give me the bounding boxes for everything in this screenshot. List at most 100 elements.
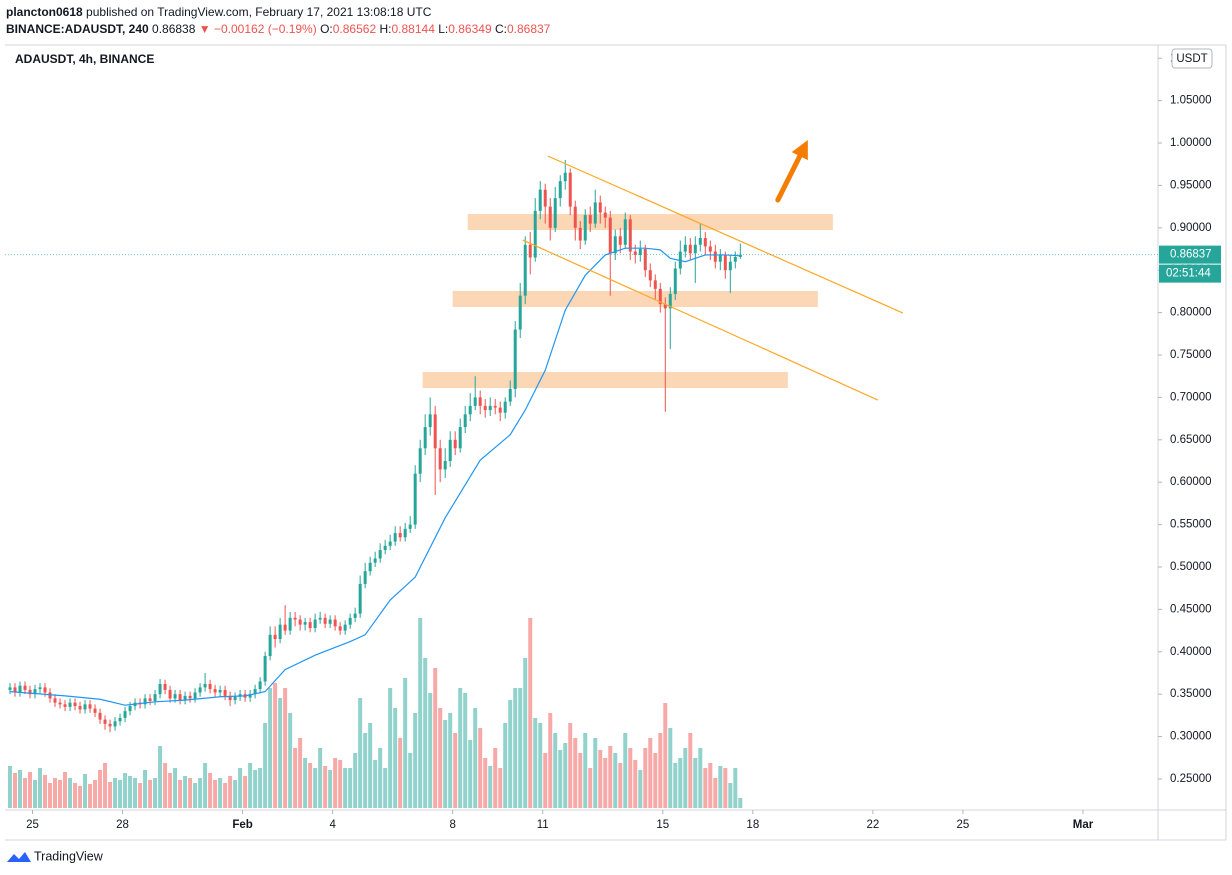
y-tick-label: 0.80000 <box>1170 307 1212 319</box>
candle-body <box>163 683 167 690</box>
candle-body <box>93 708 97 713</box>
candle-body <box>53 698 57 703</box>
candle-body <box>68 702 72 707</box>
volume-bar <box>173 768 178 808</box>
volume-bar <box>18 770 23 808</box>
candle-body <box>648 270 652 281</box>
volume-bar <box>103 763 108 808</box>
y-tick-label: 0.25000 <box>1170 773 1212 785</box>
candle-body <box>413 473 417 525</box>
candle-body <box>148 698 152 701</box>
y-tick-label: 0.60000 <box>1170 476 1212 488</box>
candle-body <box>608 217 612 254</box>
volume-bar <box>288 713 293 808</box>
legend: ADAUSDT, 4h, BINANCE <box>15 52 154 66</box>
volume-bar <box>613 753 618 808</box>
candle-body <box>373 558 377 563</box>
published: published on TradingView.com, February 1… <box>86 5 432 19</box>
candle-body <box>658 288 662 305</box>
candle-body <box>673 268 677 294</box>
candle-body <box>343 624 347 631</box>
candle-body <box>298 619 302 625</box>
volume-bar <box>483 758 488 808</box>
candle-body <box>173 694 177 699</box>
volume-bar <box>618 763 623 808</box>
ohlc-value: 0.86562 <box>332 22 377 36</box>
symbol: BINANCE:ADAUSDT, 240 <box>6 22 149 36</box>
candle-body <box>258 681 262 690</box>
last-price-box <box>1159 245 1221 264</box>
volume-bar <box>488 766 493 808</box>
volume-bar <box>428 693 433 808</box>
volume-bar <box>28 772 33 808</box>
candle-body <box>233 696 237 701</box>
candle-body <box>548 206 552 228</box>
y-tick-label: 0.35000 <box>1170 688 1212 700</box>
x-tick-label: 28 <box>116 819 129 831</box>
candle-body <box>438 448 442 470</box>
volume-bar <box>538 723 543 808</box>
volume-bar <box>733 768 738 808</box>
candle-body <box>653 280 657 289</box>
volume-bar <box>208 773 213 808</box>
volume-bar <box>358 698 363 808</box>
volume-bar <box>518 688 523 808</box>
volume-bar <box>273 683 278 808</box>
volume-bar <box>33 780 38 808</box>
volume-bar <box>513 688 518 808</box>
header-line: BINANCE:ADAUSDT, 240 0.86838 ▼ −0.00162 … <box>6 22 550 36</box>
countdown: 02:51:44 <box>1166 268 1211 280</box>
candle-body <box>483 405 487 411</box>
volume-bar <box>423 658 428 808</box>
ohlc-value: 0.86349 <box>448 22 492 36</box>
candle-body <box>178 694 182 701</box>
candle-body <box>383 545 387 551</box>
candle-body <box>223 689 227 696</box>
volume-bar <box>213 780 218 808</box>
volume-bar <box>738 798 743 808</box>
volume-bar <box>403 678 408 808</box>
volume-bar <box>693 758 698 808</box>
x-tick-label: Mar <box>1073 819 1094 831</box>
volume-bar <box>298 738 303 808</box>
ohlc-value: 0.86837 <box>506 22 551 36</box>
moving-average <box>9 247 741 706</box>
candle-body <box>468 405 472 415</box>
last-price: 0.86837 <box>1170 249 1212 261</box>
volume-bar <box>658 733 663 808</box>
candle-body <box>393 533 397 542</box>
x-tick-label: Feb <box>232 819 252 831</box>
candle-body <box>613 236 617 254</box>
candle-body <box>103 719 107 724</box>
trend-line <box>547 155 904 314</box>
volume-bar <box>393 708 398 808</box>
candle-body <box>418 448 422 474</box>
header-line: plancton0618 published on TradingView.co… <box>6 5 431 19</box>
volume-bar <box>453 733 458 808</box>
x-tick-label: 15 <box>656 819 669 831</box>
candle-body <box>558 181 562 199</box>
candle-body <box>728 261 732 271</box>
arrow-head <box>791 140 808 161</box>
volume-bar <box>713 778 718 808</box>
candle-body <box>18 685 22 693</box>
candle-body <box>88 704 92 709</box>
candle-body <box>463 414 467 428</box>
volume-bar <box>168 773 173 808</box>
candle-body <box>503 401 507 413</box>
volume-bar <box>583 733 588 808</box>
candle-body <box>253 689 257 695</box>
x-tick-label: 25 <box>957 819 970 831</box>
candle-body <box>533 210 537 258</box>
volume-bar <box>368 723 373 808</box>
volume-bar <box>728 783 733 808</box>
candle-body <box>83 704 87 710</box>
volume-bar <box>548 713 553 808</box>
candle-body <box>363 571 367 584</box>
volume-bar <box>553 733 558 808</box>
volume-bar <box>328 770 333 808</box>
candle-body <box>488 405 492 411</box>
zone <box>452 290 818 308</box>
volume-bar <box>133 778 138 808</box>
candle-body <box>623 219 627 245</box>
